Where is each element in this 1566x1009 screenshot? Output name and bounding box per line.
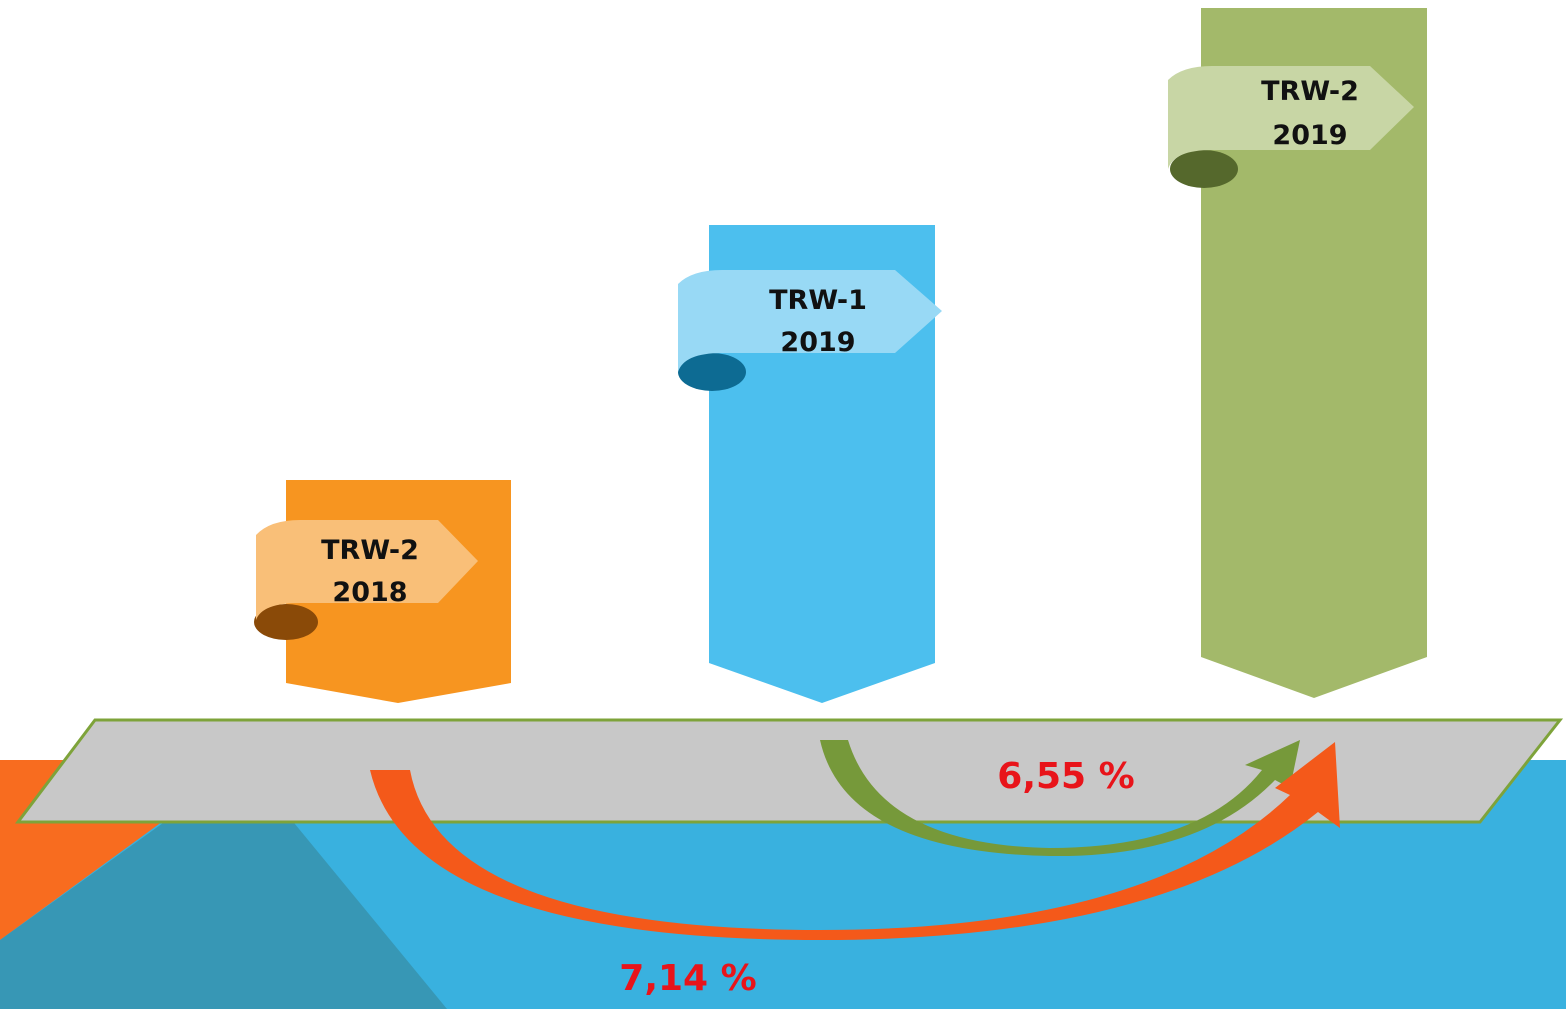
- ribbon-blue: [678, 270, 942, 391]
- teal-corner: [0, 818, 447, 1009]
- ribbon-orange: [254, 520, 478, 640]
- bar-year: 2018: [332, 577, 407, 608]
- bar-year: 2019: [780, 327, 855, 358]
- bar-name: TRW-2: [321, 535, 419, 566]
- bar-year: 2019: [1272, 120, 1347, 151]
- bar-green: [1201, 8, 1427, 698]
- ribbon-green: [1168, 66, 1414, 188]
- arrow-label: 6,55 %: [997, 756, 1134, 797]
- bar-name: TRW-2: [1261, 76, 1359, 107]
- bar-name: TRW-1: [769, 285, 867, 316]
- arrow-label: 7,14 %: [619, 958, 756, 999]
